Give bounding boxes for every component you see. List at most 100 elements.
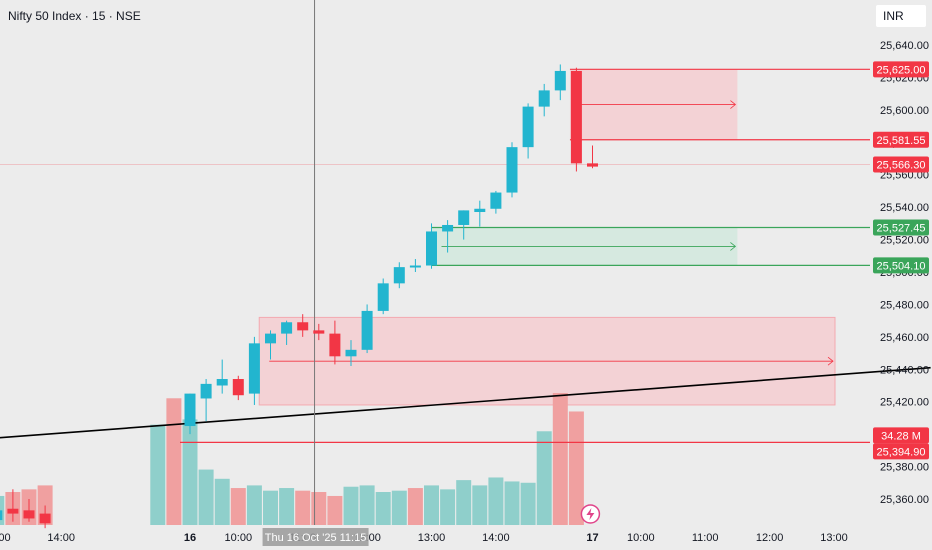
price-labels-layer: 25,625.0025,581.5525,566.3025,527.4525,5… (262, 61, 929, 546)
y-tick-label: 25,640.00 (880, 40, 929, 52)
candle-up (409, 265, 421, 268)
x-tick-label: 17 (586, 532, 598, 544)
price-label-box (873, 156, 929, 173)
candle-up (426, 231, 437, 266)
currency-button[interactable]: INR (876, 5, 926, 27)
y-tick-label: 25,480.00 (880, 299, 929, 311)
price-label: 25,566.30 (877, 159, 926, 171)
x-tick-label: 14:00 (482, 532, 510, 544)
y-tick-label: 25,600.00 (880, 105, 929, 117)
x-tick-label: 10:00 (627, 532, 655, 544)
candle-up (393, 267, 405, 284)
axis-layer: 25,360.0025,380.0025,400.0025,420.0025,4… (0, 40, 929, 544)
candle-up (216, 379, 228, 386)
candle-up (345, 349, 357, 357)
candle-down (7, 508, 19, 514)
price-label: 25,625.00 (877, 64, 926, 76)
candle-up (265, 333, 276, 344)
volume-bar (488, 477, 504, 525)
volume-bar (230, 488, 246, 525)
y-tick-label: 25,460.00 (880, 332, 929, 344)
volume-bar (182, 419, 198, 525)
candle-down (232, 379, 244, 396)
y-tick-label: 25,540.00 (880, 202, 929, 214)
volume-bar (424, 485, 439, 525)
candle-down (39, 513, 51, 524)
supply-zone-lower-arrow (827, 356, 834, 366)
candle-up (506, 147, 518, 193)
volume-bar (568, 411, 584, 525)
x-tick-label: 11:00 (692, 532, 719, 544)
price-label-box (873, 257, 929, 274)
demand-zone-arrow (730, 242, 737, 251)
volume-bar (375, 492, 391, 525)
y-tick-label: 25,520.00 (880, 235, 929, 247)
x-tick-label: 13:00 (418, 532, 446, 544)
volume-bar (407, 488, 423, 525)
volume-bar (311, 492, 327, 525)
x-tick-label: 13:00 (820, 532, 848, 544)
candle-up (281, 322, 293, 334)
price-label: 25,394.90 (877, 446, 926, 458)
x-tick-label: 16 (184, 532, 196, 544)
price-label: 34.28 M (881, 430, 921, 442)
volume-bar (359, 485, 375, 525)
crosshair-time-box (262, 528, 369, 546)
volume-bar (214, 478, 230, 525)
volume-bar (198, 469, 214, 525)
candle-up (0, 510, 3, 521)
candles-layer (0, 64, 598, 529)
price-label-box (873, 131, 929, 148)
volume-bar (295, 490, 311, 525)
y-tick-label: 25,560.00 (880, 170, 929, 182)
supply-zone-upper-arrow (730, 100, 737, 109)
candle-up (248, 343, 260, 394)
price-label-box (873, 443, 929, 460)
volume-bar (536, 431, 552, 525)
candle-up (458, 210, 470, 225)
volume-bar (343, 486, 359, 525)
candle-up (554, 70, 566, 91)
volume-bar (150, 424, 166, 525)
x-tick-label: 12:00 (756, 532, 784, 544)
candle-down (23, 510, 35, 519)
volume-bar (391, 490, 407, 525)
candle-up (490, 192, 502, 209)
trendline (0, 366, 931, 439)
candle-down (570, 70, 582, 164)
x-tick-label: 10:00 (225, 532, 253, 544)
volume-bar (327, 495, 343, 525)
volume-bar (504, 481, 520, 525)
x-tick-label: 14:00 (47, 532, 75, 544)
y-tick-label: 25,440.00 (880, 364, 929, 376)
candle-up (522, 106, 534, 148)
price-label-box (873, 427, 929, 444)
price-label: 25,527.45 (877, 222, 926, 234)
volume-bar (456, 480, 472, 525)
price-label-box (873, 219, 929, 236)
candle-up (361, 310, 373, 350)
volume-bar (246, 485, 262, 525)
candle-up (538, 90, 550, 107)
volume-bar (472, 485, 488, 525)
lines-layer (0, 0, 931, 525)
y-tick-label: 25,420.00 (880, 397, 929, 409)
candle-up (184, 393, 196, 427)
candle-down (329, 333, 341, 357)
price-label-box (873, 61, 929, 78)
price-label: 25,504.10 (877, 260, 926, 272)
chart-title: Nifty 50 Index · 15 · NSE (8, 9, 141, 23)
price-label: 25,581.55 (877, 135, 926, 147)
candle-down (313, 330, 325, 334)
volume-bar (166, 398, 182, 525)
candle-up (474, 208, 486, 213)
x-tick-label: 13:00 (0, 532, 11, 544)
candle-down (587, 163, 598, 167)
volume-layer (0, 393, 584, 525)
volume-bar (440, 489, 456, 525)
y-tick-label: 25,360.00 (880, 494, 929, 506)
candle-up (442, 224, 454, 232)
candle-up (377, 283, 389, 311)
